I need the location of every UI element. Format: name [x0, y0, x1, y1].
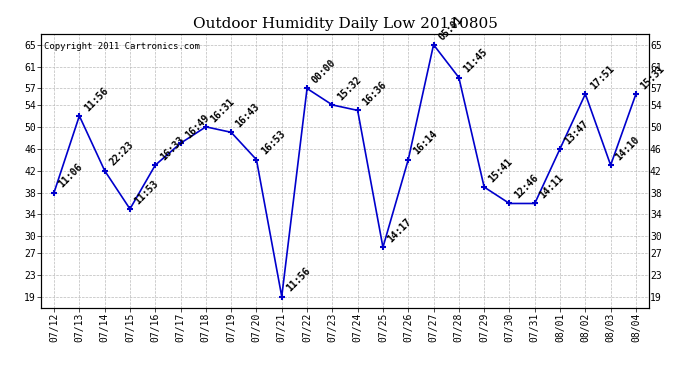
- Text: 11:53: 11:53: [132, 178, 161, 206]
- Text: 11:56: 11:56: [284, 266, 313, 294]
- Title: Outdoor Humidity Daily Low 20110805: Outdoor Humidity Daily Low 20110805: [193, 17, 497, 31]
- Text: 16:14: 16:14: [411, 129, 439, 157]
- Text: 15:31: 15:31: [639, 63, 667, 91]
- Text: 16:43: 16:43: [234, 102, 262, 129]
- Text: 11:56: 11:56: [82, 85, 110, 113]
- Text: 00:00: 00:00: [310, 58, 337, 86]
- Text: 11:06: 11:06: [57, 162, 85, 190]
- Text: 16:31: 16:31: [208, 96, 237, 124]
- Text: 13:47: 13:47: [563, 118, 591, 146]
- Text: 16:53: 16:53: [259, 129, 287, 157]
- Text: 16:36: 16:36: [360, 80, 388, 108]
- Text: 17:51: 17:51: [588, 63, 616, 91]
- Text: 11:45: 11:45: [462, 47, 489, 75]
- Text: 16:33: 16:33: [158, 135, 186, 162]
- Text: 14:17: 14:17: [386, 217, 413, 244]
- Text: 22:23: 22:23: [108, 140, 135, 168]
- Text: Copyright 2011 Cartronics.com: Copyright 2011 Cartronics.com: [44, 42, 200, 51]
- Text: 14:10: 14:10: [613, 135, 641, 162]
- Text: 15:32: 15:32: [335, 74, 363, 102]
- Text: 14:11: 14:11: [538, 173, 565, 201]
- Text: 15:41: 15:41: [487, 156, 515, 184]
- Text: 05:01: 05:01: [436, 14, 464, 42]
- Text: 16:49: 16:49: [184, 112, 211, 141]
- Text: 12:46: 12:46: [512, 173, 540, 201]
